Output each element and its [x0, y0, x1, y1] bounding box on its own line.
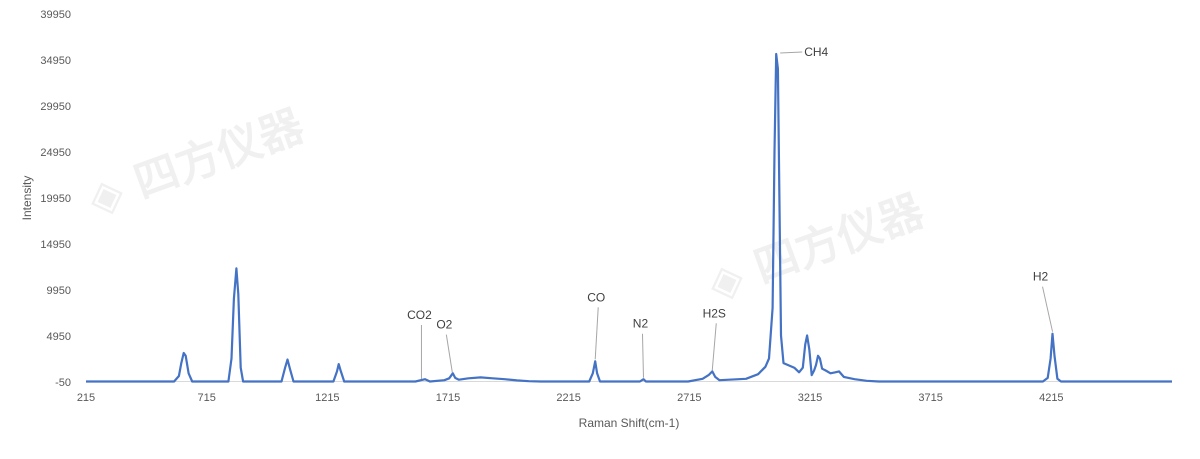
annotation-leader: [641, 333, 644, 378]
annotation-co: CO: [587, 290, 605, 360]
annotation-ch4: CH4: [780, 45, 829, 59]
y-tick-label: 9950: [47, 285, 71, 297]
annotation-label: H2: [1033, 270, 1049, 284]
x-tick-label: 2215: [556, 392, 580, 404]
y-tick-label: 24950: [40, 147, 71, 159]
annotation-leader: [445, 334, 453, 373]
annotation-h2s: H2S: [703, 306, 726, 371]
x-tick-label: 1715: [436, 392, 460, 404]
annotation-label: H2S: [703, 306, 726, 320]
y-tick-label: 34950: [40, 55, 71, 67]
annotation-h2: H2: [1033, 270, 1054, 332]
x-tick-label: 2715: [677, 392, 701, 404]
y-tick-label: 39950: [40, 9, 71, 21]
y-tick-label: 4950: [47, 331, 71, 343]
annotation-label: O2: [436, 318, 452, 332]
y-axis-title: Intensity: [20, 176, 34, 221]
annotation-n2: N2: [633, 317, 649, 378]
x-tick-label: 215: [77, 392, 95, 404]
watermark-text: ◈ 四方仪器: [81, 100, 311, 225]
x-tick-label: 1215: [315, 392, 339, 404]
y-tick-label: -50: [55, 377, 71, 389]
x-tick-label: 4215: [1039, 392, 1063, 404]
annotation-label: CO: [587, 290, 605, 304]
annotation-label: N2: [633, 317, 649, 331]
y-axis-ticks: -50 4950 9950 14950 19950 24950 29950 34950 3995…: [40, 9, 71, 389]
annotation-co2: CO2: [407, 308, 432, 379]
x-tick-label: 3215: [798, 392, 822, 404]
annotation-leader: [594, 307, 599, 360]
annotation-o2: O2: [436, 318, 453, 373]
series-line: [86, 52, 1172, 383]
peak-annotations: CO2 O2 CO N2 H2S CH4 H2: [407, 45, 1054, 379]
y-tick-label: 14950: [40, 239, 71, 251]
x-axis-ticks: 215 715 1215 1715 2215 2715 3215 3715 4215: [77, 392, 1064, 404]
watermarks: ◈ 四方仪器 ◈ 四方仪器: [81, 100, 931, 310]
x-tick-label: 715: [197, 392, 215, 404]
y-tick-label: 29950: [40, 101, 71, 113]
annotation-label: CO2: [407, 308, 432, 322]
annotation-leader: [1042, 286, 1054, 332]
watermark-text: ◈ 四方仪器: [701, 185, 931, 310]
annotation-leader: [711, 323, 717, 371]
annotation-label: CH4: [804, 45, 828, 59]
x-tick-label: 3715: [918, 392, 942, 404]
y-tick-label: 19950: [40, 193, 71, 205]
annotation-leader: [780, 51, 803, 54]
x-axis-title: Raman Shift(cm-1): [579, 416, 680, 430]
